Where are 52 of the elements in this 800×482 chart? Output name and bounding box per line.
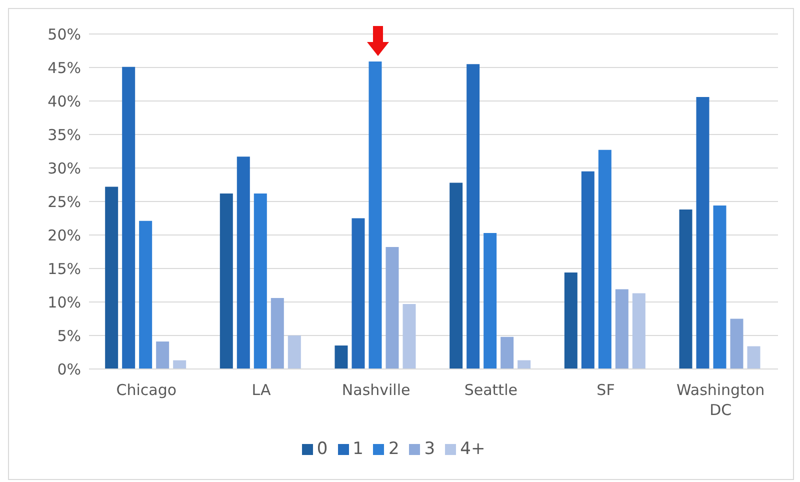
bar xyxy=(747,346,760,369)
bar xyxy=(581,171,594,369)
y-tick-label: 0% xyxy=(57,360,81,378)
bar xyxy=(270,298,284,369)
bar xyxy=(220,193,233,369)
x-tick-label: SF xyxy=(596,381,615,399)
y-tick-label: 25% xyxy=(48,192,81,211)
y-tick-label: 45% xyxy=(48,58,81,77)
bar xyxy=(679,210,692,369)
x-tick-label: Washington DC xyxy=(676,381,765,419)
bar xyxy=(696,96,710,369)
y-tick-label: 50% xyxy=(48,25,81,44)
bar xyxy=(632,293,646,369)
x-tick-label: Nashville xyxy=(342,381,410,399)
y-tick-label: 15% xyxy=(48,260,81,278)
legend-label: 1 xyxy=(352,439,364,459)
bar xyxy=(368,61,382,369)
bar xyxy=(254,193,267,369)
bar xyxy=(564,272,578,369)
bar xyxy=(615,289,628,369)
y-tick-label: 35% xyxy=(48,126,81,144)
bar xyxy=(352,218,365,369)
bar xyxy=(518,360,531,369)
legend-label: 4+ xyxy=(460,439,486,459)
x-tick-label: Chicago xyxy=(116,381,177,399)
bar xyxy=(173,360,186,369)
bar xyxy=(713,206,726,369)
x-tick-label: LA xyxy=(252,381,272,399)
y-tick-label: 30% xyxy=(48,159,81,178)
bar xyxy=(500,336,514,369)
bar xyxy=(598,150,612,369)
bar xyxy=(288,336,301,369)
bar xyxy=(122,66,136,369)
bar xyxy=(402,304,416,369)
bar xyxy=(156,342,170,369)
legend-label: 0 xyxy=(316,439,328,459)
bar xyxy=(236,156,250,369)
bar xyxy=(386,247,399,369)
y-tick-label: 5% xyxy=(57,326,81,345)
bar xyxy=(105,186,118,369)
bar xyxy=(450,182,463,369)
y-tick-label: 10% xyxy=(48,293,81,312)
bar xyxy=(334,346,348,369)
y-tick-label: 20% xyxy=(48,226,81,244)
x-tick-label: Seattle xyxy=(464,381,518,399)
legend-label: 3 xyxy=(424,439,436,459)
bar xyxy=(466,64,480,369)
legend-label: 2 xyxy=(388,439,400,459)
y-tick-label: 40% xyxy=(48,92,81,110)
bar xyxy=(484,232,497,369)
bar xyxy=(139,220,152,369)
bar xyxy=(730,318,744,369)
